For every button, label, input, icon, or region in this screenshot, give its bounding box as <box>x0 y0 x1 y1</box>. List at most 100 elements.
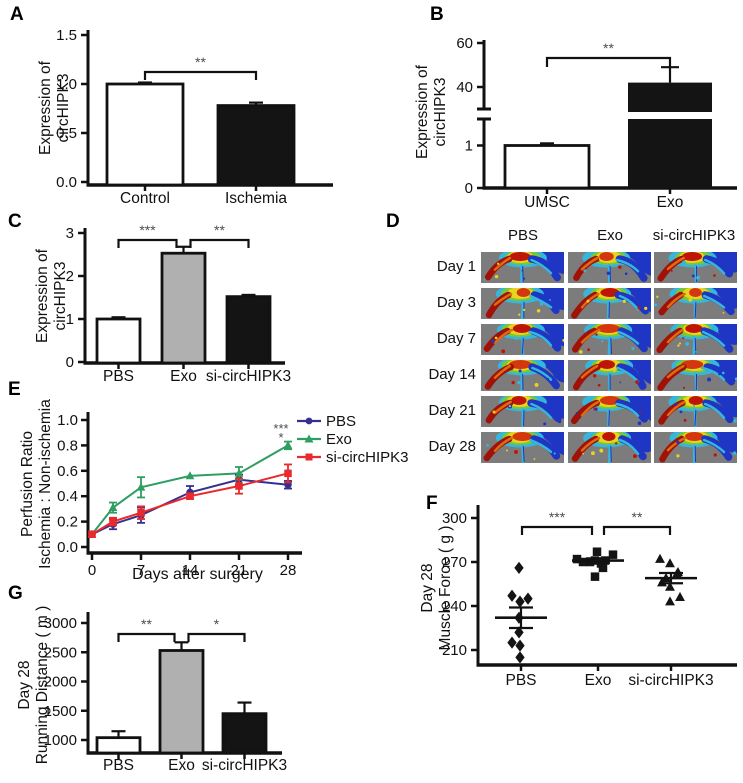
panel-b-label: B <box>430 4 444 25</box>
data-point <box>608 550 618 559</box>
y-tick-label: 1.5 <box>56 27 77 44</box>
y-tick-label: 210 <box>442 642 467 659</box>
sig-label: ** <box>603 40 614 56</box>
y-tick-label: 300 <box>442 510 467 527</box>
panel-a-ytitle-line1: Expression of <box>37 61 55 155</box>
panel-e-ytitle-line1: Perfusion Ratio <box>19 431 37 537</box>
panel-c-ytitle-line2: circHIPK3 <box>52 261 69 331</box>
panel-e-label: E <box>8 379 21 400</box>
panel-d-row-day28: Day 28 <box>428 438 476 455</box>
data-point <box>665 581 675 591</box>
data-point <box>137 508 145 517</box>
sig-bracket <box>187 632 246 642</box>
y-tick-label: 0.8 <box>57 437 78 454</box>
panel-a-plot: 0.0 0.5 1.0 1.5 Control Ischemia ** <box>56 27 333 207</box>
panel-f-ytitle-line1: Day 28 <box>419 563 437 613</box>
sig-label: ** <box>214 222 225 238</box>
legend-item-exo: Exo <box>296 430 409 448</box>
data-point <box>284 469 292 478</box>
legend-label-pbs: PBS <box>326 412 357 430</box>
x-category-label: PBS <box>505 672 536 689</box>
data-point <box>515 651 525 664</box>
y-tick-label: 240 <box>442 598 467 615</box>
panel-c-label: C <box>8 211 22 232</box>
bar-Exo <box>160 251 207 365</box>
perfusion-image <box>654 252 737 283</box>
perfusion-image <box>481 252 564 283</box>
bar-PBS <box>95 736 142 755</box>
y-tick-label: 1 <box>465 138 473 155</box>
data-point <box>88 530 96 539</box>
data-point <box>283 440 293 449</box>
data-point <box>235 482 243 490</box>
x-category-label: PBS <box>103 757 134 774</box>
bar-si-circHIPK3 <box>221 712 268 755</box>
perfusion-image <box>568 324 651 355</box>
panel-e-ytitle: Perfusion Ratio Ischemia : Non-ischemia <box>19 389 55 579</box>
panel-d-row-day1: Day 1 <box>436 258 476 275</box>
data-point <box>572 554 582 564</box>
panel-g-ytitle-line1: Day 28 <box>16 660 34 710</box>
sig-bracket <box>117 238 178 248</box>
y-tick-label: 0.6 <box>57 463 78 480</box>
sig-bracket <box>143 70 258 80</box>
bar-PBS <box>95 317 142 365</box>
x-category-label: Ischemia <box>225 190 287 207</box>
sig-label: * <box>214 616 220 632</box>
data-point <box>665 558 675 568</box>
x-category-label: si-circHIPK3 <box>206 368 291 385</box>
y-tick-label: 1500 <box>44 703 77 720</box>
x-tick-label: 0 <box>88 562 96 579</box>
sig-label: * <box>278 430 283 445</box>
panel-f-ytitle: Day 28 Muscle Force ( g ) <box>419 500 455 676</box>
sig-bracket <box>117 632 176 642</box>
y-tick-label: 2 <box>66 268 74 285</box>
perfusion-image <box>481 396 564 427</box>
perfusion-image <box>654 288 737 319</box>
x-tick-label: 28 <box>280 562 297 579</box>
data-point <box>592 547 602 556</box>
x-category-label: si-circHIPK3 <box>628 672 713 689</box>
panel-f-label: F <box>426 493 438 514</box>
data-point <box>523 592 533 605</box>
data-point <box>515 595 525 608</box>
perfusion-image <box>654 360 737 391</box>
panel-d-col-pbs: PBS <box>507 227 538 244</box>
data-point <box>507 589 517 602</box>
x-category-label: Exo <box>585 672 612 689</box>
y-tick-label: 0 <box>465 180 473 197</box>
data-point <box>675 591 685 602</box>
panel-f-ytitle-line2: Muscle Force ( g ) <box>437 525 454 651</box>
y-tick-label: 0.4 <box>57 488 78 505</box>
x-category-label: Control <box>120 190 170 207</box>
x-category-label: Exo <box>168 757 195 774</box>
panel-g-ytitle-line2: Running Distance ( m ) <box>34 605 51 765</box>
perfusion-image <box>654 324 737 355</box>
perfusion-image <box>481 432 564 463</box>
data-point <box>234 468 244 477</box>
data-point <box>515 639 525 652</box>
panel-c-ytitle: Expression of circHIPK3 <box>34 216 70 376</box>
panel-e-legend: PBS Exo si-circHIPK3 <box>296 412 409 466</box>
sig-label: *** <box>139 222 156 238</box>
y-tick-label: 2500 <box>44 644 77 661</box>
data-point <box>598 563 608 573</box>
y-tick-label: 0.0 <box>57 539 78 556</box>
panel-g-ytitle: Day 28 Running Distance ( m ) <box>16 590 52 780</box>
y-tick-label: 1000 <box>44 732 77 749</box>
perfusion-image <box>481 288 564 319</box>
legend-item-si-circhipk3: si-circHIPK3 <box>296 448 409 466</box>
data-point <box>507 636 517 649</box>
data-point <box>578 557 588 567</box>
x-tick-label: 14 <box>182 562 199 579</box>
data-point <box>590 572 600 581</box>
bar-UMSC <box>503 144 591 190</box>
legend-label-exo: Exo <box>326 430 352 448</box>
perfusion-image <box>568 360 651 391</box>
panel-d-row-day14: Day 14 <box>428 366 476 383</box>
y-tick-label: 0.2 <box>57 514 78 531</box>
